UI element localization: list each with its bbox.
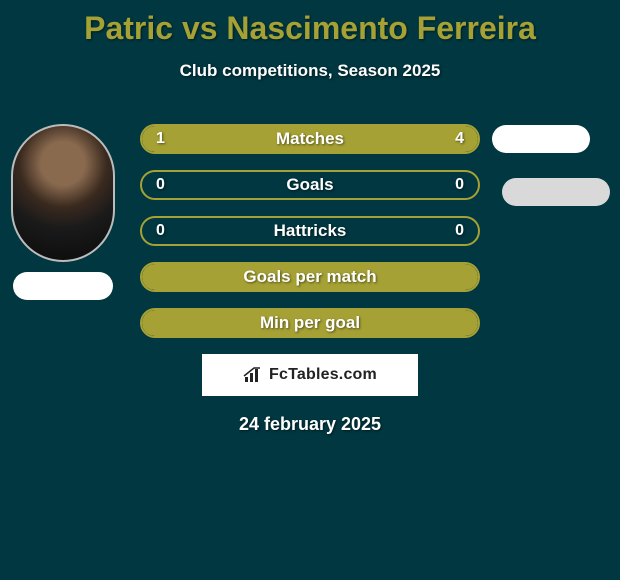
brand-logo-text: FcTables.com xyxy=(269,366,377,384)
stat-row-goals-per-match: Goals per match xyxy=(140,262,480,292)
page-title: Patric vs Nascimento Ferreira xyxy=(0,0,620,47)
page-subtitle: Club competitions, Season 2025 xyxy=(0,61,620,81)
snapshot-date: 24 february 2025 xyxy=(140,414,480,435)
stat-value-right: 4 xyxy=(455,126,464,152)
player-left-name-oval xyxy=(13,272,113,300)
stat-label: Min per goal xyxy=(142,310,478,336)
player-left-avatar xyxy=(11,124,115,262)
player-left-block xyxy=(8,124,118,300)
player-right-oval-2 xyxy=(502,178,610,206)
stat-row-goals: 0 Goals 0 xyxy=(140,170,480,200)
stat-value-right: 0 xyxy=(455,218,464,244)
stat-row-hattricks: 0 Hattricks 0 xyxy=(140,216,480,246)
stat-row-matches: 1 Matches 4 xyxy=(140,124,480,154)
stat-value-right: 0 xyxy=(455,172,464,198)
stat-label: Matches xyxy=(142,126,478,152)
brand-logo-box: FcTables.com xyxy=(202,354,418,396)
stat-label: Goals per match xyxy=(142,264,478,290)
barchart-icon xyxy=(243,367,263,383)
stat-label: Hattricks xyxy=(142,218,478,244)
stats-container: 1 Matches 4 0 Goals 0 0 Hattricks 0 Goal… xyxy=(140,124,480,435)
stat-row-min-per-goal: Min per goal xyxy=(140,308,480,338)
stat-label: Goals xyxy=(142,172,478,198)
player-right-oval-1 xyxy=(492,125,590,153)
